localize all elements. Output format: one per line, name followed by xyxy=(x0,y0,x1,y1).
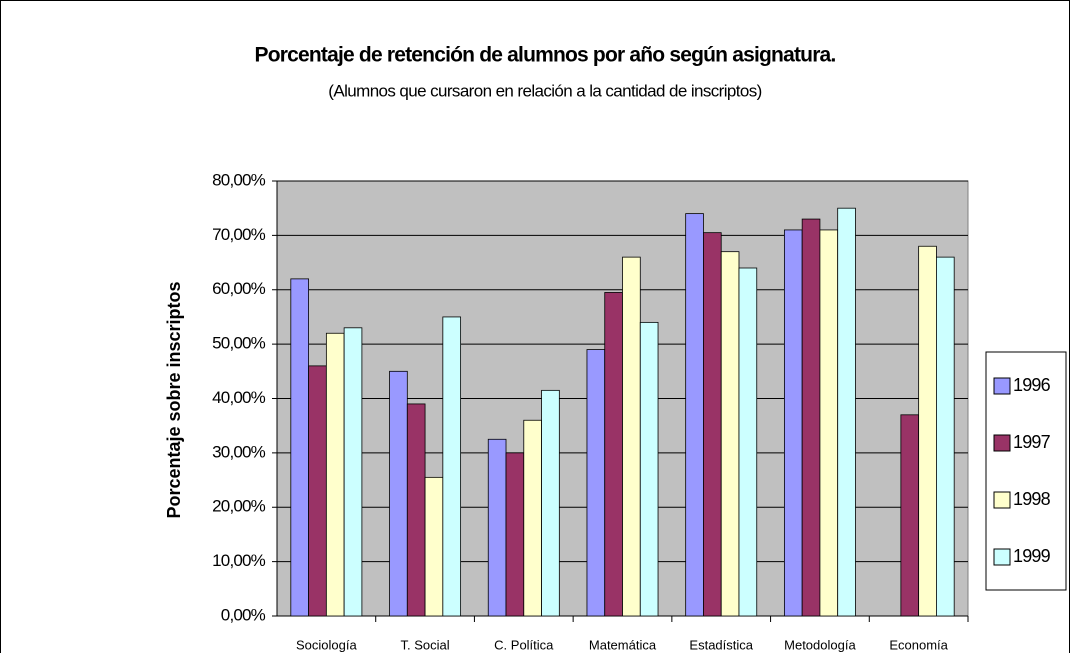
bar xyxy=(622,256,641,617)
bar xyxy=(604,292,623,617)
bar xyxy=(720,251,740,617)
y-tick-label: 20,00% xyxy=(212,497,266,516)
bar xyxy=(586,349,606,617)
bar xyxy=(783,229,803,617)
bar xyxy=(442,316,462,617)
x-tick-label: T. Social xyxy=(401,637,450,652)
y-tick-label: 80,00% xyxy=(212,170,266,189)
x-tick-label: Metodología xyxy=(784,637,856,652)
x-tick-label: Sociología xyxy=(296,637,357,652)
y-tick-label: 30,00% xyxy=(212,442,266,461)
bar xyxy=(685,213,704,617)
bar xyxy=(738,267,758,617)
legend-swatch xyxy=(993,377,1011,395)
y-tick-label: 0,00% xyxy=(221,605,266,624)
bar xyxy=(505,452,525,617)
bar xyxy=(703,232,722,617)
legend-label: 1996 xyxy=(1013,375,1051,395)
bar xyxy=(424,476,444,617)
y-axis-label: Porcentaje sobre inscriptos xyxy=(164,281,184,518)
bar xyxy=(639,321,659,617)
y-tick-label: 40,00% xyxy=(212,388,266,407)
legend-label: 1998 xyxy=(1013,489,1051,509)
x-tick-label: Economía xyxy=(889,637,948,652)
bar xyxy=(918,245,937,617)
bar xyxy=(343,327,363,617)
chart-title: Porcentaje de retención de alumnos por a… xyxy=(255,44,836,67)
bar xyxy=(290,278,309,617)
x-tick-label: C. Política xyxy=(494,637,554,652)
bar xyxy=(837,207,856,617)
bar xyxy=(325,332,345,617)
bar xyxy=(819,229,839,617)
chart-subtitle: (Alumnos que cursaron en relación a la c… xyxy=(328,81,761,100)
legend-label: 1999 xyxy=(1013,546,1051,566)
bar xyxy=(523,419,542,617)
y-tick-label: 60,00% xyxy=(212,279,266,298)
bar xyxy=(487,438,507,617)
y-tick-label: 70,00% xyxy=(212,225,266,244)
bar xyxy=(541,389,560,617)
y-tick-label: 10,00% xyxy=(212,551,266,570)
legend-swatch xyxy=(993,548,1011,566)
bar xyxy=(936,256,955,617)
legend-swatch xyxy=(993,434,1011,452)
bar xyxy=(801,218,821,617)
x-tick-label: Estadística xyxy=(689,637,753,652)
bar xyxy=(900,414,920,617)
x-tick-label: Matemática xyxy=(589,637,657,652)
legend-label: 1997 xyxy=(1013,432,1051,452)
bar xyxy=(308,365,327,617)
legend-swatch xyxy=(993,491,1011,509)
bar xyxy=(406,403,426,617)
y-tick-label: 50,00% xyxy=(212,334,266,353)
bar xyxy=(389,370,408,617)
